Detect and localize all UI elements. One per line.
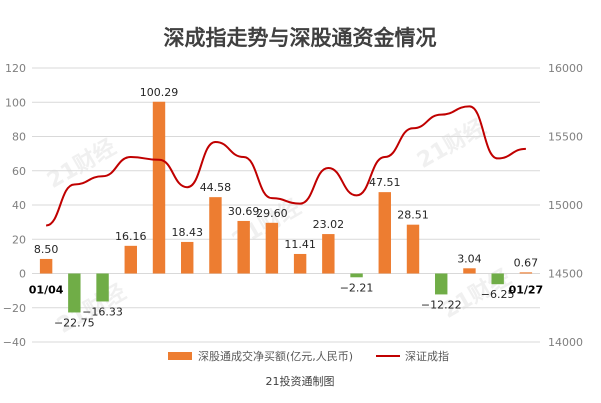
legend-bar-label: 深股通成交净买额(亿元,人民币): [198, 349, 353, 363]
bar: [435, 273, 448, 295]
bar-value-label: 3.04: [457, 252, 482, 265]
left-tick-label: 40: [12, 199, 26, 212]
chart-caption: 21投资通制图: [266, 374, 335, 388]
right-axis: 14000 14500 15000 15500 16000: [548, 62, 583, 349]
left-tick-label: 120: [5, 62, 26, 75]
legend-line-label: 深证成指: [405, 349, 449, 363]
left-tick-label: 0: [19, 268, 26, 281]
watermark-text: 21财经: [43, 134, 121, 194]
legend-bar-swatch: [168, 352, 192, 360]
line-series: [45, 105, 526, 227]
bar: [265, 222, 279, 274]
bar: [491, 273, 504, 285]
bar-value-label: 28.51: [397, 209, 429, 222]
left-tick-label: −40: [3, 336, 26, 349]
bar: [96, 273, 109, 302]
bar-value-label: 23.02: [313, 218, 345, 231]
bar: [68, 273, 81, 313]
bar: [124, 245, 137, 274]
bar: [39, 258, 53, 274]
legend: 深股通成交净买额(亿元,人民币) 深证成指: [168, 349, 449, 363]
right-tick-label: 16000: [548, 62, 583, 75]
bar-value-label: 44.58: [200, 181, 232, 194]
x-tick-label: 01/04: [29, 284, 64, 297]
bar: [463, 268, 476, 274]
bar-value-label: 30.69: [228, 205, 260, 218]
bar: [322, 234, 335, 274]
bar: [519, 272, 533, 274]
bar: [181, 241, 194, 274]
bar-value-label: 16.16: [115, 230, 147, 243]
bar: [378, 192, 391, 274]
left-axis: −40 −20 0 20 40 60 80 100 120: [3, 62, 26, 349]
bar: [237, 220, 250, 274]
right-tick-label: 14500: [548, 268, 583, 281]
left-tick-label: 80: [12, 131, 26, 144]
bar: [406, 224, 420, 274]
chart-title: 深成指走势与深股通资金情况: [164, 26, 437, 50]
bar: [152, 101, 166, 274]
bar: [350, 273, 363, 278]
bar-value-label: −6.25: [481, 288, 515, 301]
left-tick-label: 20: [12, 233, 26, 246]
bar: [293, 253, 307, 274]
bar-series: [39, 101, 533, 313]
left-tick-label: 60: [12, 165, 26, 178]
bar-value-label: 8.50: [34, 243, 59, 256]
bar-value-label: 29.60: [256, 207, 288, 220]
x-tick-label: 01/27: [509, 284, 544, 297]
bar-value-label: 100.29: [140, 86, 179, 99]
bar-value-label: −16.33: [82, 305, 123, 318]
gridlines: [32, 67, 540, 343]
bar-value-label: 47.51: [369, 176, 401, 189]
bar-value-label: −2.21: [340, 281, 374, 294]
bar-value-label: −12.22: [421, 298, 462, 311]
bar-value-label: −22.75: [54, 316, 95, 329]
x-axis-labels: 01/04 01/27: [29, 284, 543, 297]
index-line: [45, 105, 526, 227]
bar: [209, 197, 222, 274]
left-tick-label: 100: [5, 96, 26, 109]
right-tick-label: 15500: [548, 131, 583, 144]
bar-value-label: 11.41: [284, 238, 316, 251]
bar-value-label: 0.67: [514, 256, 539, 269]
left-tick-label: −20: [3, 302, 26, 315]
right-tick-label: 14000: [548, 336, 583, 349]
bar-value-label: 18.43: [171, 226, 203, 239]
right-tick-label: 15000: [548, 199, 583, 212]
data-labels: 8.50 −22.75−16.33 16.16 100.29 18.43 44.58 30.…: [34, 86, 538, 330]
